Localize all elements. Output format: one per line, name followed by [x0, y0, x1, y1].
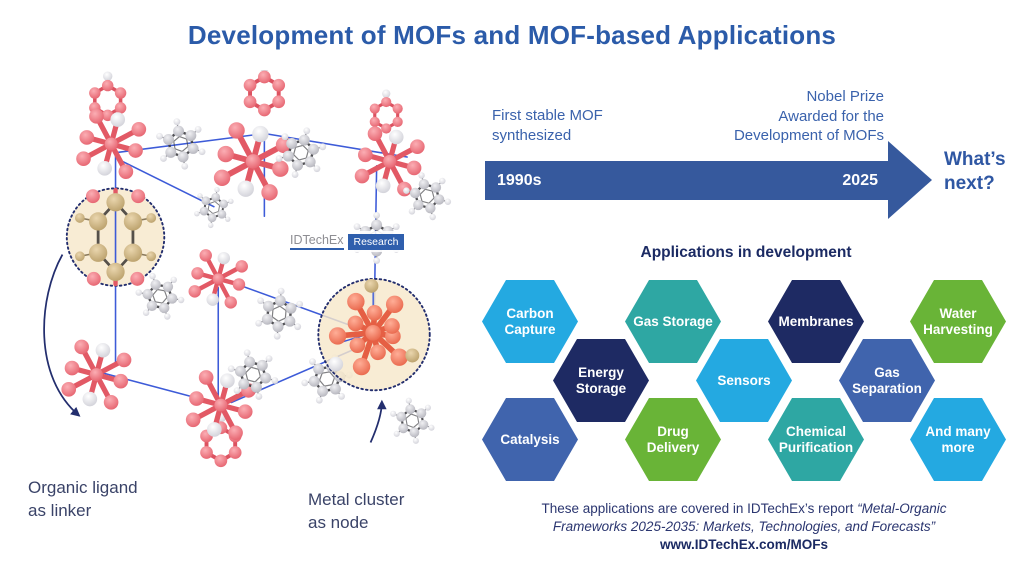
timeline-year-start: 1990s	[497, 171, 542, 189]
hexagon-label: And many more	[925, 423, 991, 455]
hexagon-label: Catalysis	[500, 431, 560, 447]
mof-structure-illustration	[43, 70, 452, 468]
hexagon-chemical-purification: Chemical Purification	[768, 398, 864, 481]
molecule-atoms	[61, 70, 452, 468]
footer-line-2: Frameworks 2025-2035: Markets, Technolog…	[552, 519, 936, 534]
organic-ligand-label: Organic ligand as linker	[28, 478, 138, 520]
footer-line-1: These applications are covered in IDTech…	[541, 501, 947, 516]
hexagon-catalysis: Catalysis	[482, 398, 578, 481]
timeline-arrow-bar: 1990s 2025	[485, 161, 888, 200]
hexagon-label: Water Harvesting	[923, 305, 993, 337]
annotation-arrows	[43, 254, 387, 443]
hexagon-water-harvesting: Water Harvesting	[910, 280, 1006, 363]
hexagon-gas-storage: Gas Storage	[625, 280, 721, 363]
hexagon-label: Energy Storage	[575, 364, 627, 396]
hexagon-label: Gas Separation	[852, 364, 922, 396]
hexagon-label: Sensors	[717, 372, 771, 388]
hexagon-label: Drug Delivery	[646, 423, 700, 455]
hexagon-and-many-more: And many more	[910, 398, 1006, 481]
ligand-arrow	[43, 254, 81, 417]
cluster-arrow	[369, 399, 387, 443]
footer-url: www.IDTechEx.com/MOFs	[659, 537, 829, 552]
idtechex-logo-text: IDTechEx	[290, 233, 344, 250]
whats-next-text: What’s next?	[944, 149, 1006, 194]
page-title: Development of MOFs and MOF-based Applic…	[187, 20, 837, 50]
hexagon-label: Gas Storage	[633, 313, 713, 329]
hexagon-label: Membranes	[778, 313, 854, 329]
hexagon-sensors: Sensors	[696, 339, 792, 422]
idtechex-research-logo: IDTechEx Research	[286, 231, 409, 252]
hexagon-energy-storage: Energy Storage	[553, 339, 649, 422]
timeline-year-end: 2025	[842, 171, 878, 189]
applications-heading: Applications in development	[640, 244, 852, 261]
metal-cluster-highlight-circle	[317, 277, 431, 392]
footer-report-note: These applications are covered in IDTech…	[482, 500, 1006, 554]
hexagon-label: Chemical Purification	[778, 423, 854, 455]
timeline-arrowhead	[888, 141, 932, 219]
hexagon-carbon-capture: Carbon Capture	[482, 280, 578, 363]
research-logo-badge: Research	[347, 233, 405, 250]
timeline-event-first-mof: First stable MOF synthesized	[492, 107, 603, 144]
hexagon-drug-delivery: Drug Delivery	[625, 398, 721, 481]
metal-cluster-label: Metal cluster as node	[308, 490, 405, 532]
hexagon-label: Carbon Capture	[504, 305, 556, 337]
timeline-event-nobel-prize: Nobel Prize Awarded for the Development …	[733, 88, 884, 144]
hexagon-membranes: Membranes	[768, 280, 864, 363]
highlight-circles	[65, 187, 431, 392]
hexagon-gas-separation: Gas Separation	[839, 339, 935, 422]
